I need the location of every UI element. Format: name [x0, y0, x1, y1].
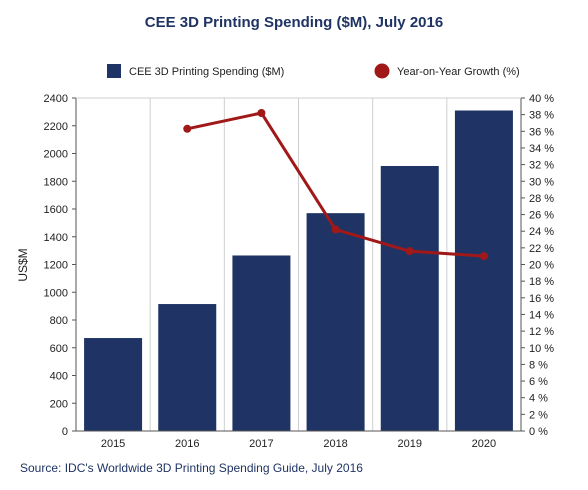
y-tick-label: 800	[50, 315, 68, 327]
y2-tick-label: 26 %	[529, 210, 554, 222]
y-tick-label: 1000	[44, 287, 68, 299]
y2-tick-label: 24 %	[529, 226, 554, 238]
bar-2017	[232, 255, 291, 431]
source-note: Source: IDC's Worldwide 3D Printing Spen…	[20, 461, 363, 475]
legend: CEE 3D Printing Spending ($M) Year-on-Ye…	[107, 63, 520, 79]
y2-tick-label: 30 %	[529, 176, 554, 188]
y2-tick-label: 20 %	[529, 260, 554, 272]
y2-tick-label: 4 %	[529, 393, 548, 405]
bar-2019	[380, 165, 439, 432]
y2-tick-label: 22 %	[529, 243, 554, 255]
y2-tick-label: 28 %	[529, 193, 554, 205]
y-tick-label: 2400	[44, 93, 68, 105]
bar-2016	[158, 304, 217, 431]
growth-point	[331, 225, 340, 234]
x-tick-label: 2017	[249, 438, 273, 450]
y2-tick-label: 8 %	[529, 359, 548, 371]
y-tick-label: 200	[50, 398, 68, 410]
y-tick-label: 2200	[44, 121, 68, 133]
y-tick-label: 1200	[44, 260, 68, 272]
x-tick-label: 2020	[472, 438, 496, 450]
y-tick-label: 400	[50, 371, 68, 383]
growth-point	[183, 124, 192, 133]
x-tick-label: 2016	[175, 438, 199, 450]
y2-tick-label: 16 %	[529, 293, 554, 305]
legend-label-spending: CEE 3D Printing Spending ($M)	[129, 66, 284, 78]
bar-2020	[454, 110, 513, 432]
y2-tick-label: 14 %	[529, 309, 554, 321]
y2-tick-label: 34 %	[529, 143, 554, 155]
y-tick-label: 600	[50, 343, 68, 355]
y-tick-label: 0	[62, 426, 68, 438]
y-tick-label: 1600	[44, 204, 68, 216]
legend-swatch-spending	[107, 64, 121, 78]
y2-tick-label: 2 %	[529, 409, 548, 421]
y2-tick-label: 40 %	[529, 93, 554, 105]
x-tick-label: 2015	[101, 438, 125, 450]
y-tick-label: 1400	[44, 232, 68, 244]
y-axis-label: US$M	[16, 248, 30, 281]
y2-tick-label: 12 %	[529, 326, 554, 338]
y2-tick-label: 18 %	[529, 276, 554, 288]
y-tick-label: 1800	[44, 176, 68, 188]
bar-2015	[84, 338, 143, 431]
y2-tick-label: 0 %	[529, 426, 548, 438]
growth-point	[405, 247, 414, 256]
legend-label-growth: Year-on-Year Growth (%)	[397, 66, 520, 78]
growth-point	[479, 252, 488, 261]
y2-tick-label: 10 %	[529, 343, 554, 355]
y2-tick-label: 36 %	[529, 126, 554, 138]
y2-tick-label: 38 %	[529, 110, 554, 122]
y2-tick-label: 32 %	[529, 160, 554, 172]
y-tick-label: 2000	[44, 149, 68, 161]
legend-swatch-growth	[374, 63, 390, 79]
bar-2018	[306, 213, 365, 431]
chart-title: CEE 3D Printing Spending ($M), July 2016	[144, 14, 444, 31]
y2-tick-label: 6 %	[529, 376, 548, 388]
growth-point	[257, 108, 266, 117]
x-tick-label: 2018	[323, 438, 347, 450]
x-tick-label: 2019	[398, 438, 422, 450]
